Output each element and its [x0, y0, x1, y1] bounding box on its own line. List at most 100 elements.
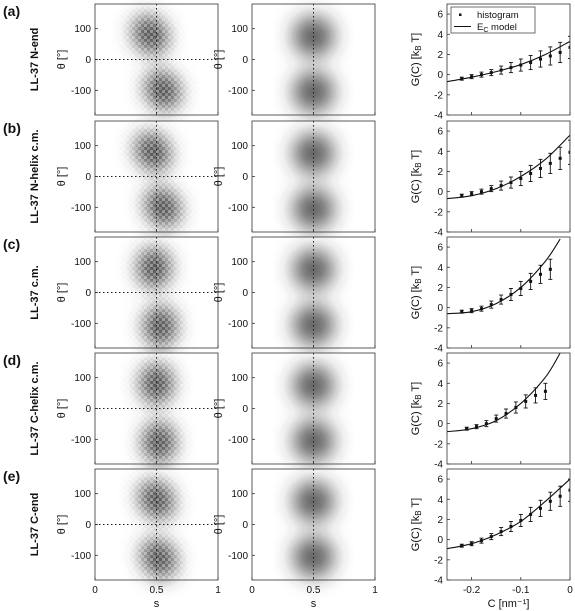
legend-label-histogram: histogram	[477, 10, 519, 21]
axes-frame	[446, 352, 571, 465]
y-tick-label: -100	[71, 86, 91, 97]
y-tick-label: 4	[437, 379, 443, 390]
histogram-point	[523, 394, 528, 409]
y-tick-label: 4	[437, 30, 443, 41]
histogram-point	[568, 478, 570, 502]
y-tick-label: 100	[231, 24, 248, 35]
y-tick-label: 2	[437, 50, 443, 61]
y-tick-label: 0	[437, 535, 443, 546]
y-tick-label: -4	[434, 228, 443, 239]
y-tick-label: 0	[437, 70, 443, 81]
histogram-point	[528, 164, 533, 182]
y-tick-label: -2	[434, 439, 443, 450]
model-curve	[447, 353, 561, 433]
y-tick-label: -100	[228, 319, 248, 330]
y-tick-label: 2	[437, 399, 443, 410]
histogram-point	[518, 513, 523, 527]
model-peak	[293, 304, 334, 345]
histogram-heatmap	[94, 3, 219, 116]
histogram-point	[459, 76, 464, 81]
y-axis-label: θ [°]	[213, 515, 225, 535]
histogram-point	[479, 71, 484, 78]
model-peak	[293, 71, 334, 112]
y-tick-label: 4	[437, 495, 443, 506]
panel-letter: (d)	[3, 352, 21, 368]
histogram-point	[479, 188, 484, 195]
x-tick-label: -0.2	[463, 585, 481, 596]
x-tick-label: 0.5	[150, 585, 164, 596]
figure-row: (d) LL-37 C-helix c.m. -100 0 100 θ [°] -100 0 1…	[3, 352, 571, 471]
y-tick-label: -100	[71, 319, 91, 330]
y-axis-label: G(C) [kB T]	[410, 150, 423, 203]
y-tick-label: -4	[434, 576, 443, 587]
histogram-point	[489, 533, 494, 541]
histogram-point	[538, 499, 543, 517]
y-axis-label: G(C) [kB T]	[410, 498, 423, 551]
y-tick-label: 6	[437, 359, 443, 370]
y-tick-label: 0	[85, 520, 91, 531]
y-tick-label: 100	[74, 141, 91, 152]
y-tick-label: 0	[242, 404, 248, 415]
y-tick-label: 0	[242, 288, 248, 299]
y-axis-label: θ [°]	[213, 167, 225, 187]
histogram-point	[499, 180, 504, 191]
histogram-point	[518, 58, 523, 72]
y-tick-label: 6	[437, 475, 443, 486]
y-tick-label: 100	[74, 373, 91, 384]
histogram-point	[528, 272, 533, 290]
axes-frame	[446, 3, 571, 116]
histogram-point	[528, 55, 533, 71]
y-tick-label: 100	[74, 257, 91, 268]
y-tick-label: 100	[231, 489, 248, 500]
y-tick-label: -2	[434, 323, 443, 334]
y-tick-label: 100	[231, 257, 248, 268]
histogram-point	[459, 543, 464, 548]
histogram-point	[538, 264, 543, 284]
y-axis-label: θ [°]	[56, 399, 68, 419]
histogram-point	[479, 305, 484, 312]
y-tick-label: 0	[85, 172, 91, 183]
y-axis-label: θ [°]	[56, 515, 68, 535]
histogram-point	[533, 387, 538, 404]
y-tick-label: 100	[74, 489, 91, 500]
x-axis-label: s	[311, 598, 317, 610]
histogram-point	[508, 521, 513, 533]
histogram-point	[459, 193, 464, 198]
x-tick-label: 1	[215, 585, 221, 596]
y-tick-label: 0	[437, 303, 443, 314]
histogram-point	[469, 191, 474, 197]
free-energy-plot: -4 -2 0 2 4 6 G(C) [kB T]	[410, 352, 571, 471]
y-tick-label: 0	[242, 172, 248, 183]
y-axis-label: θ [°]	[56, 167, 68, 187]
y-tick-label: 4	[437, 263, 443, 274]
free-energy-plot: -4 -2 0 2 4 6 G(C) [kB T]	[410, 120, 571, 239]
histogram-point	[499, 527, 504, 537]
y-tick-label: -4	[434, 460, 443, 471]
model-peak	[293, 420, 334, 461]
histogram-point	[548, 46, 553, 66]
y-tick-label: 100	[231, 373, 248, 384]
model-heatmap	[251, 236, 376, 349]
model-curve	[447, 238, 561, 315]
axes-frame	[446, 468, 571, 581]
x-tick-label: 0	[249, 585, 255, 596]
histogram-point	[548, 152, 553, 174]
y-tick-label: 2	[437, 167, 443, 178]
y-tick-label: -2	[434, 90, 443, 101]
y-axis-label: θ [°]	[213, 399, 225, 419]
y-axis-label: θ [°]	[213, 50, 225, 70]
x-tick-label: -0.1	[512, 585, 530, 596]
y-tick-label: -100	[228, 551, 248, 562]
histogram-point	[558, 41, 563, 63]
y-tick-label: -100	[228, 435, 248, 446]
panel-letter: (b)	[3, 120, 21, 136]
histogram-point	[499, 294, 504, 305]
histogram-point	[518, 280, 523, 296]
y-tick-label: -100	[71, 435, 91, 446]
histogram-point	[489, 185, 494, 193]
model-heatmap	[251, 3, 376, 116]
row-label: LL-37 N-end	[29, 28, 41, 92]
histogram-point	[474, 424, 479, 430]
